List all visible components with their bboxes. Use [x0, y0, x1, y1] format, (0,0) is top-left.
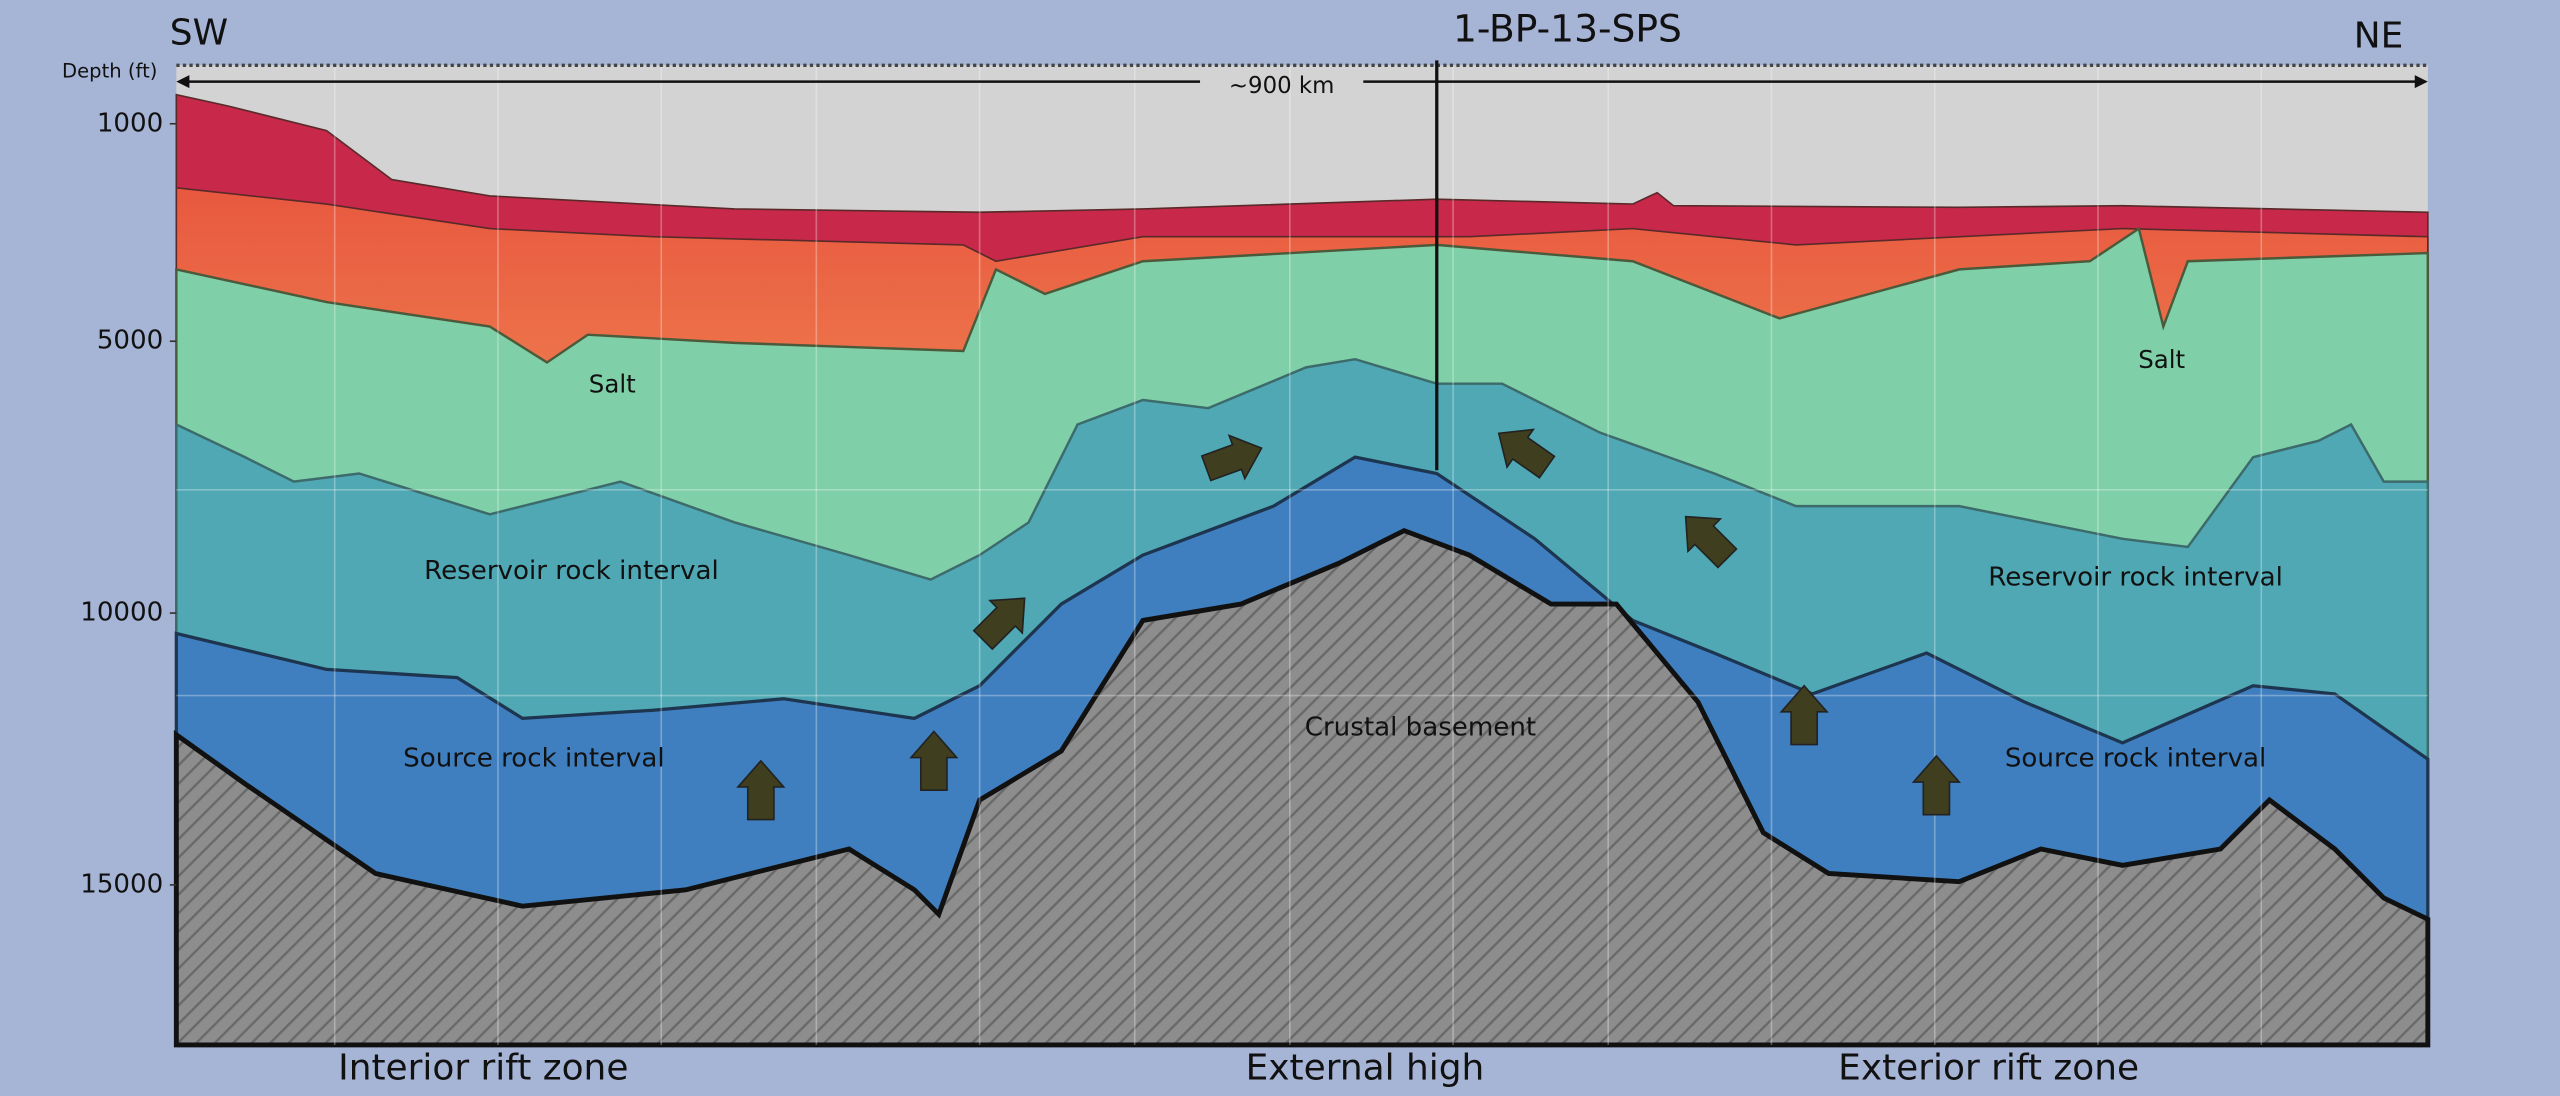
layer-label: Salt [589, 369, 636, 398]
layer-label: Salt [2138, 345, 2185, 374]
layer-label: Reservoir rock interval [424, 556, 719, 586]
layer-label: Crustal basement [1305, 713, 1536, 743]
basement [173, 527, 2431, 1048]
zone-label: Interior rift zone [338, 1047, 628, 1088]
direction-label: SW [170, 12, 228, 53]
layer-label: Reservoir rock interval [1988, 562, 2283, 592]
layer-label: Source rock interval [2005, 744, 2266, 774]
zone-label: Exterior rift zone [1838, 1047, 2139, 1088]
axis-label: Depth (ft) [62, 59, 157, 82]
direction-label: NE [2354, 16, 2404, 57]
distance-label: ~900 km [1229, 73, 1335, 99]
layer-label: Source rock interval [403, 744, 664, 774]
y-tick-label: 10000 [80, 598, 163, 628]
zone-label: External high [1246, 1047, 1485, 1088]
y-tick-label: 15000 [80, 869, 163, 899]
y-tick-label: 1000 [97, 108, 163, 138]
y-tick-label: 5000 [97, 326, 163, 356]
grid [176, 65, 2428, 1045]
section-plot: SW NE 1-BP-13-SPS ~900 km Depth (ft) Sal… [62, 7, 2431, 1088]
migration-arrows [736, 428, 1962, 821]
well-name: 1-BP-13-SPS [1453, 7, 1682, 51]
